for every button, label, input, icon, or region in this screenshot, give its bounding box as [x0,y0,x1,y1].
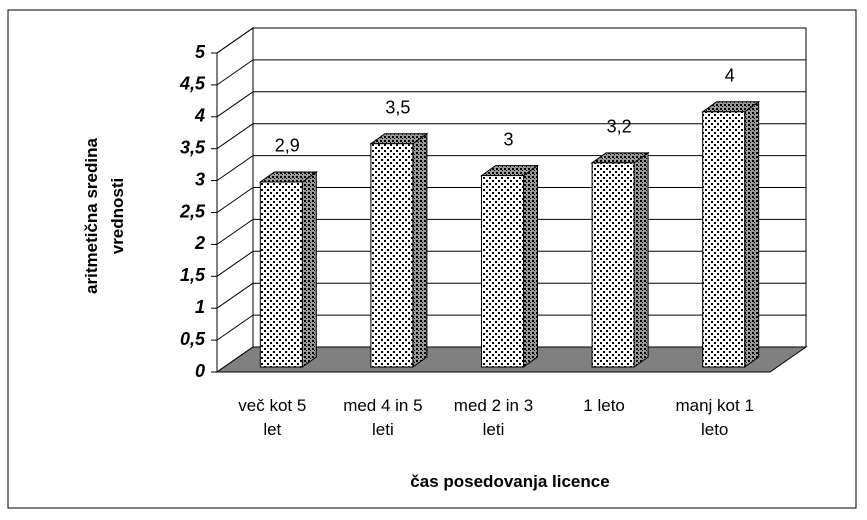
value-label: 3,5 [385,97,410,117]
y-tick-label: 3,5 [180,137,206,157]
bar-side [633,151,649,368]
bar-side [523,164,538,368]
bar [702,111,746,368]
x-tick-label: 1 leto [583,396,625,415]
grid-line [216,282,254,309]
y-tick-label: 5 [195,42,206,62]
grid-line [216,123,254,150]
x-tick-label: manj kot 1 leto [675,396,754,439]
bar [591,162,635,368]
y-axis-label: aritmetična sredina vrednosti [82,138,127,294]
x-tick-label: med 2 in 3 leti [453,396,534,439]
y-tick-label: 1,5 [180,265,206,285]
y-tick-label: 0 [195,361,205,381]
y-tick-label: 0,5 [180,329,206,349]
grid-line [216,155,254,182]
y-tick-label: 4,5 [179,74,206,94]
y-tick-label: 2 [194,233,205,253]
y-tick-label: 4 [194,106,205,126]
bar [259,181,303,368]
grid-line [216,250,254,277]
value-label: 4 [725,66,735,86]
bar [370,143,414,368]
value-label: 3 [503,129,513,149]
y-tick-label: 3 [195,169,205,189]
grid-line [216,218,254,245]
value-label: 2,9 [275,136,300,156]
value-label: 3,2 [607,117,632,137]
grid-line [216,314,254,341]
y-tick-label: 1 [195,297,205,317]
frame [7,9,857,509]
x-tick-label: več kot 5 let [238,396,307,439]
grid-line [216,59,254,86]
x-axis-label: čas posedovanja licence [410,472,610,491]
bar [481,175,524,368]
grid-line [216,27,254,54]
bar-side [744,100,760,368]
bar-side [412,132,428,368]
x-tick-label: med 4 in 5 leti [343,396,423,439]
y-tick-label: 2,5 [179,201,206,221]
bar-side [301,171,317,368]
grid-line [216,187,254,213]
grid-line [216,91,254,118]
